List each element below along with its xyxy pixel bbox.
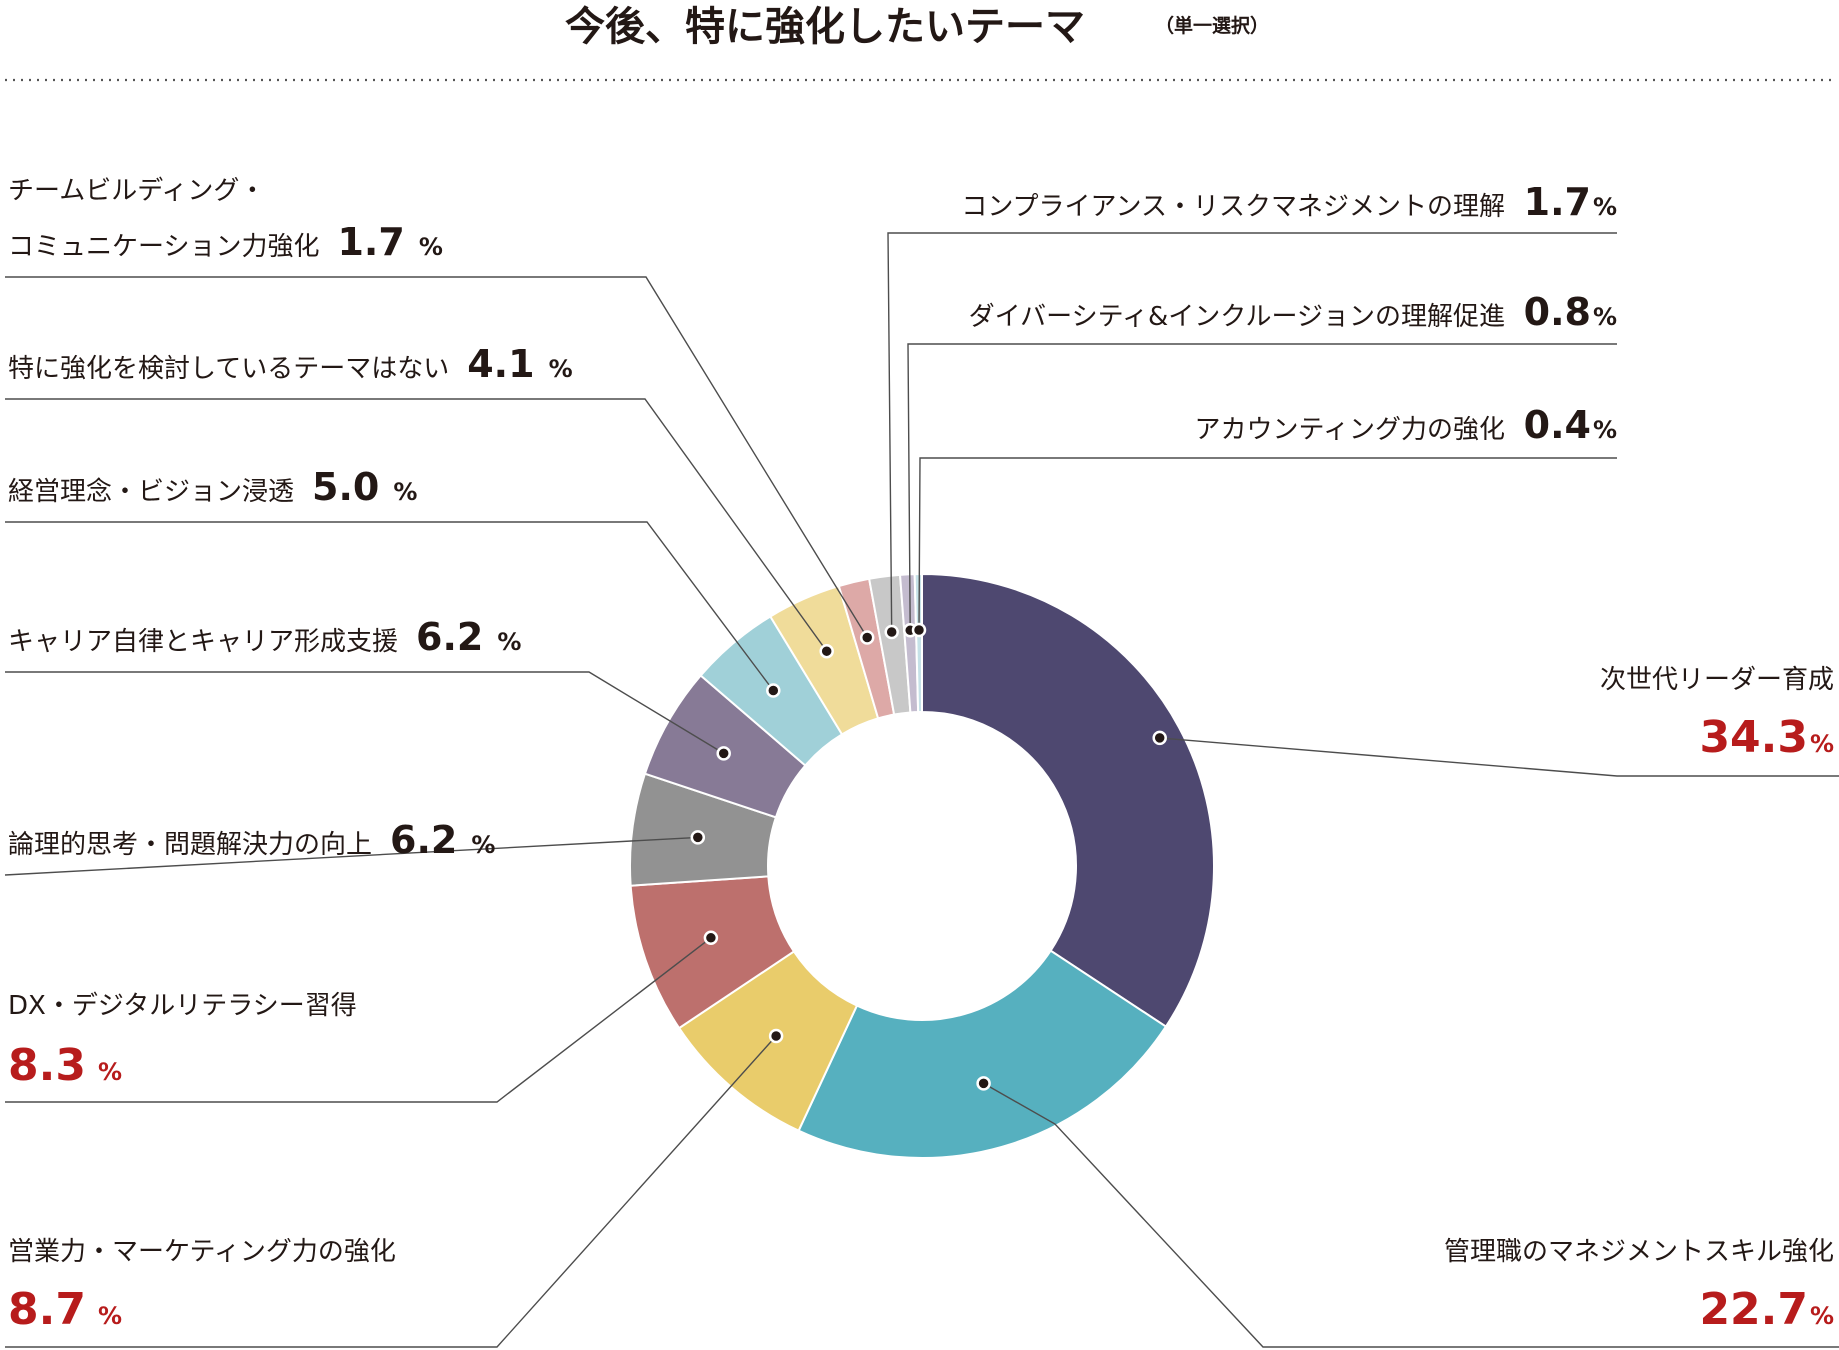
slice-value-0: 34.3 bbox=[1699, 712, 1808, 763]
leader-lines bbox=[4, 232, 1839, 1348]
slice-labels: 次世代リーダー育成%34.3管理職のマネジメントスキル強化%22.7営業力・マー… bbox=[8, 176, 1834, 1335]
leader-dot-8 bbox=[859, 630, 875, 645]
leader-line-5 bbox=[5, 671, 725, 754]
slice-11 bbox=[913, 572, 923, 714]
slice-pct-1: % bbox=[1810, 1302, 1834, 1330]
label-4: 論理的思考・問題解決力の向上 6.2% bbox=[8, 818, 495, 862]
slice-value-2: 8.7 bbox=[8, 1284, 86, 1335]
slice-value-11: 0.4 bbox=[1524, 403, 1591, 447]
leader-dot-0 bbox=[1152, 730, 1167, 746]
slice-1 bbox=[797, 949, 1168, 1159]
leader-dot-2 bbox=[768, 1028, 784, 1044]
slice-pct-4: % bbox=[471, 831, 495, 859]
slice-pct-2: % bbox=[98, 1302, 122, 1330]
slice-label-1: 管理職のマネジメントスキル強化 bbox=[1444, 1237, 1834, 1267]
leader-line-2 bbox=[5, 1035, 777, 1348]
slice-label-2: 営業力・マーケティング力の強化 bbox=[8, 1237, 396, 1267]
label-5: キャリア自律とキャリア形成支援 6.2% bbox=[8, 615, 521, 659]
leader-dot-5 bbox=[716, 746, 731, 761]
leader-line-11 bbox=[918, 457, 1617, 631]
slice-value-8: 1.7 bbox=[337, 220, 404, 264]
leader-line-8 bbox=[5, 276, 868, 638]
label-6: 経営理念・ビジョン浸透 5.0% bbox=[8, 465, 417, 509]
label-9: %1.7 コンプライアンス・リスクマネジメントの理解 bbox=[961, 180, 1617, 224]
slice-pct-0: % bbox=[1810, 730, 1834, 758]
slice-pct-3: % bbox=[98, 1058, 122, 1086]
chart-title: 今後、特に強化したいテーマ bbox=[565, 4, 1085, 50]
slice-0 bbox=[921, 572, 1215, 1028]
slice-value-7: 4.1 bbox=[467, 342, 534, 386]
slice-value-1: 22.7 bbox=[1699, 1284, 1808, 1335]
slice-label-9: コンプライアンス・リスクマネジメントの理解 bbox=[961, 192, 1505, 222]
leader-dot-11 bbox=[911, 622, 927, 638]
chart-subtitle: （単一選択） bbox=[1155, 14, 1269, 37]
slice-pct-5: % bbox=[497, 628, 521, 656]
label-8: チームビルディング・コミュニケーション力強化 1.7% bbox=[8, 176, 443, 264]
label-1: 管理職のマネジメントスキル強化%22.7 bbox=[1444, 1237, 1834, 1335]
slice-label-6: 経営理念・ビジョン浸透 bbox=[8, 477, 294, 507]
slice-label-11: アカウンティング力の強化 bbox=[1195, 415, 1505, 445]
slice-label-8-line2: コミュニケーション力強化 bbox=[8, 232, 319, 262]
slice-label-3: DX・デジタルリテラシー習得 bbox=[8, 991, 357, 1021]
slice-pct-9: % bbox=[1593, 193, 1617, 221]
slice-pct-6: % bbox=[393, 478, 417, 506]
label-3: DX・デジタルリテラシー習得 8.3% bbox=[8, 991, 357, 1091]
donut-slices bbox=[629, 572, 1215, 1159]
slice-value-4: 6.2 bbox=[390, 818, 457, 862]
leader-dot-7 bbox=[819, 643, 834, 659]
slice-label-7: 特に強化を検討しているテーマはない bbox=[8, 354, 449, 384]
slice-label-5: キャリア自律とキャリア形成支援 bbox=[8, 627, 398, 657]
leader-dot-6 bbox=[766, 683, 781, 698]
slice-value-6: 5.0 bbox=[312, 465, 379, 509]
leader-line-9 bbox=[887, 232, 1617, 633]
slice-value-10: 0.8 bbox=[1524, 290, 1591, 334]
label-10: %0.8 ダイバーシティ&インクルージョンの理解促進 bbox=[969, 290, 1617, 334]
leader-line-1 bbox=[983, 1082, 1839, 1348]
leader-line-10 bbox=[907, 343, 1617, 631]
chart-title-group: 今後、特に強化したいテーマ （単一選択） bbox=[565, 4, 1269, 50]
leader-line-4 bbox=[4, 836, 698, 876]
leader-dot-1 bbox=[976, 1076, 991, 1091]
leader-dot-4 bbox=[690, 830, 706, 845]
leader-line-7 bbox=[5, 398, 828, 652]
leader-dot-9 bbox=[884, 624, 899, 640]
slice-label-4: 論理的思考・問題解決力の向上 bbox=[8, 830, 372, 860]
label-7: 特に強化を検討しているテーマはない 4.1% bbox=[8, 342, 573, 386]
slice-value-9: 1.7 bbox=[1524, 180, 1591, 224]
leader-line-3 bbox=[5, 937, 712, 1103]
leader-line-6 bbox=[5, 521, 774, 691]
slice-label-0: 次世代リーダー育成 bbox=[1600, 665, 1834, 695]
slice-label-10: ダイバーシティ&インクルージョンの理解促進 bbox=[969, 302, 1505, 332]
leader-dot-3 bbox=[703, 930, 719, 946]
slice-value-3: 8.3 bbox=[8, 1040, 86, 1091]
label-2: 営業力・マーケティング力の強化 8.7% bbox=[8, 1237, 396, 1335]
slice-pct-10: % bbox=[1593, 303, 1617, 331]
slice-value-5: 6.2 bbox=[416, 615, 483, 659]
slice-pct-7: % bbox=[549, 355, 573, 383]
label-11: %0.4 アカウンティング力の強化 bbox=[1195, 403, 1617, 447]
slice-pct-11: % bbox=[1593, 416, 1617, 444]
slice-label-8: チームビルディング・ bbox=[8, 176, 265, 206]
leader-line-0 bbox=[1159, 737, 1839, 777]
slice-pct-8: % bbox=[419, 233, 443, 261]
label-0: 次世代リーダー育成%34.3 bbox=[1600, 665, 1834, 763]
